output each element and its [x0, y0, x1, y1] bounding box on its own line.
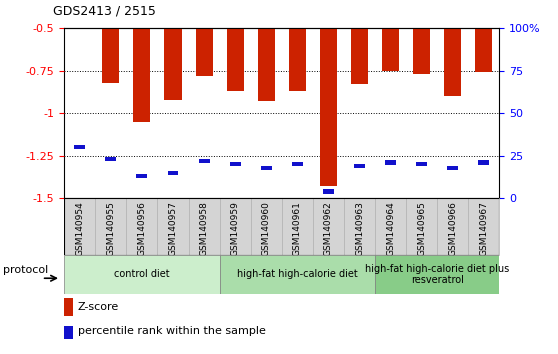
- Bar: [167, 171, 179, 175]
- Bar: [126, 198, 157, 255]
- Bar: [375, 255, 499, 294]
- Text: GSM140955: GSM140955: [107, 201, 116, 256]
- Bar: [133, 0, 151, 122]
- Bar: [406, 198, 437, 255]
- Text: GSM140966: GSM140966: [448, 201, 457, 256]
- Bar: [282, 198, 313, 255]
- Bar: [468, 198, 499, 255]
- Text: GSM140965: GSM140965: [417, 201, 426, 256]
- Bar: [230, 162, 240, 166]
- Bar: [105, 157, 116, 161]
- Bar: [102, 0, 119, 83]
- Bar: [475, 0, 492, 73]
- Bar: [448, 166, 458, 170]
- Bar: [444, 0, 461, 96]
- Bar: [220, 255, 375, 294]
- Text: GSM140963: GSM140963: [355, 201, 364, 256]
- Text: high-fat high-calorie diet plus
resveratrol: high-fat high-calorie diet plus resverat…: [365, 263, 509, 285]
- Bar: [289, 0, 306, 91]
- Bar: [258, 0, 275, 101]
- Text: Z-score: Z-score: [78, 302, 119, 312]
- Bar: [195, 0, 213, 76]
- Bar: [385, 160, 396, 165]
- Bar: [413, 0, 430, 74]
- Bar: [165, 0, 181, 100]
- Bar: [74, 145, 85, 149]
- Bar: [199, 159, 209, 163]
- Text: GSM140962: GSM140962: [324, 201, 333, 256]
- Bar: [437, 198, 468, 255]
- Bar: [416, 162, 427, 166]
- Bar: [320, 0, 337, 186]
- Bar: [382, 0, 399, 71]
- Bar: [157, 198, 189, 255]
- Bar: [478, 160, 489, 165]
- Bar: [351, 0, 368, 84]
- Text: control diet: control diet: [114, 269, 170, 279]
- Bar: [64, 198, 95, 255]
- Bar: [375, 198, 406, 255]
- Bar: [354, 164, 365, 168]
- Text: GSM140956: GSM140956: [137, 201, 146, 256]
- Text: GSM140957: GSM140957: [169, 201, 177, 256]
- Bar: [71, 0, 88, 28]
- Text: GSM140958: GSM140958: [200, 201, 209, 256]
- Text: GSM140959: GSM140959: [230, 201, 239, 256]
- Bar: [344, 198, 375, 255]
- Text: GSM140967: GSM140967: [479, 201, 488, 256]
- Text: GSM140964: GSM140964: [386, 201, 395, 256]
- Text: percentile rank within the sample: percentile rank within the sample: [78, 326, 266, 336]
- Bar: [64, 297, 73, 316]
- Bar: [64, 255, 220, 294]
- Bar: [95, 198, 126, 255]
- Text: GSM140960: GSM140960: [262, 201, 271, 256]
- Text: GDS2413 / 2515: GDS2413 / 2515: [53, 5, 156, 18]
- Text: GSM140954: GSM140954: [75, 201, 84, 256]
- Bar: [251, 198, 282, 255]
- Text: high-fat high-calorie diet: high-fat high-calorie diet: [237, 269, 358, 279]
- Bar: [189, 198, 220, 255]
- Bar: [227, 0, 244, 91]
- Bar: [292, 162, 303, 166]
- Bar: [261, 166, 272, 170]
- Bar: [220, 198, 251, 255]
- Text: protocol: protocol: [3, 266, 49, 275]
- Bar: [313, 198, 344, 255]
- Bar: [323, 189, 334, 194]
- Bar: [64, 326, 73, 339]
- Text: GSM140961: GSM140961: [293, 201, 302, 256]
- Bar: [137, 174, 147, 178]
